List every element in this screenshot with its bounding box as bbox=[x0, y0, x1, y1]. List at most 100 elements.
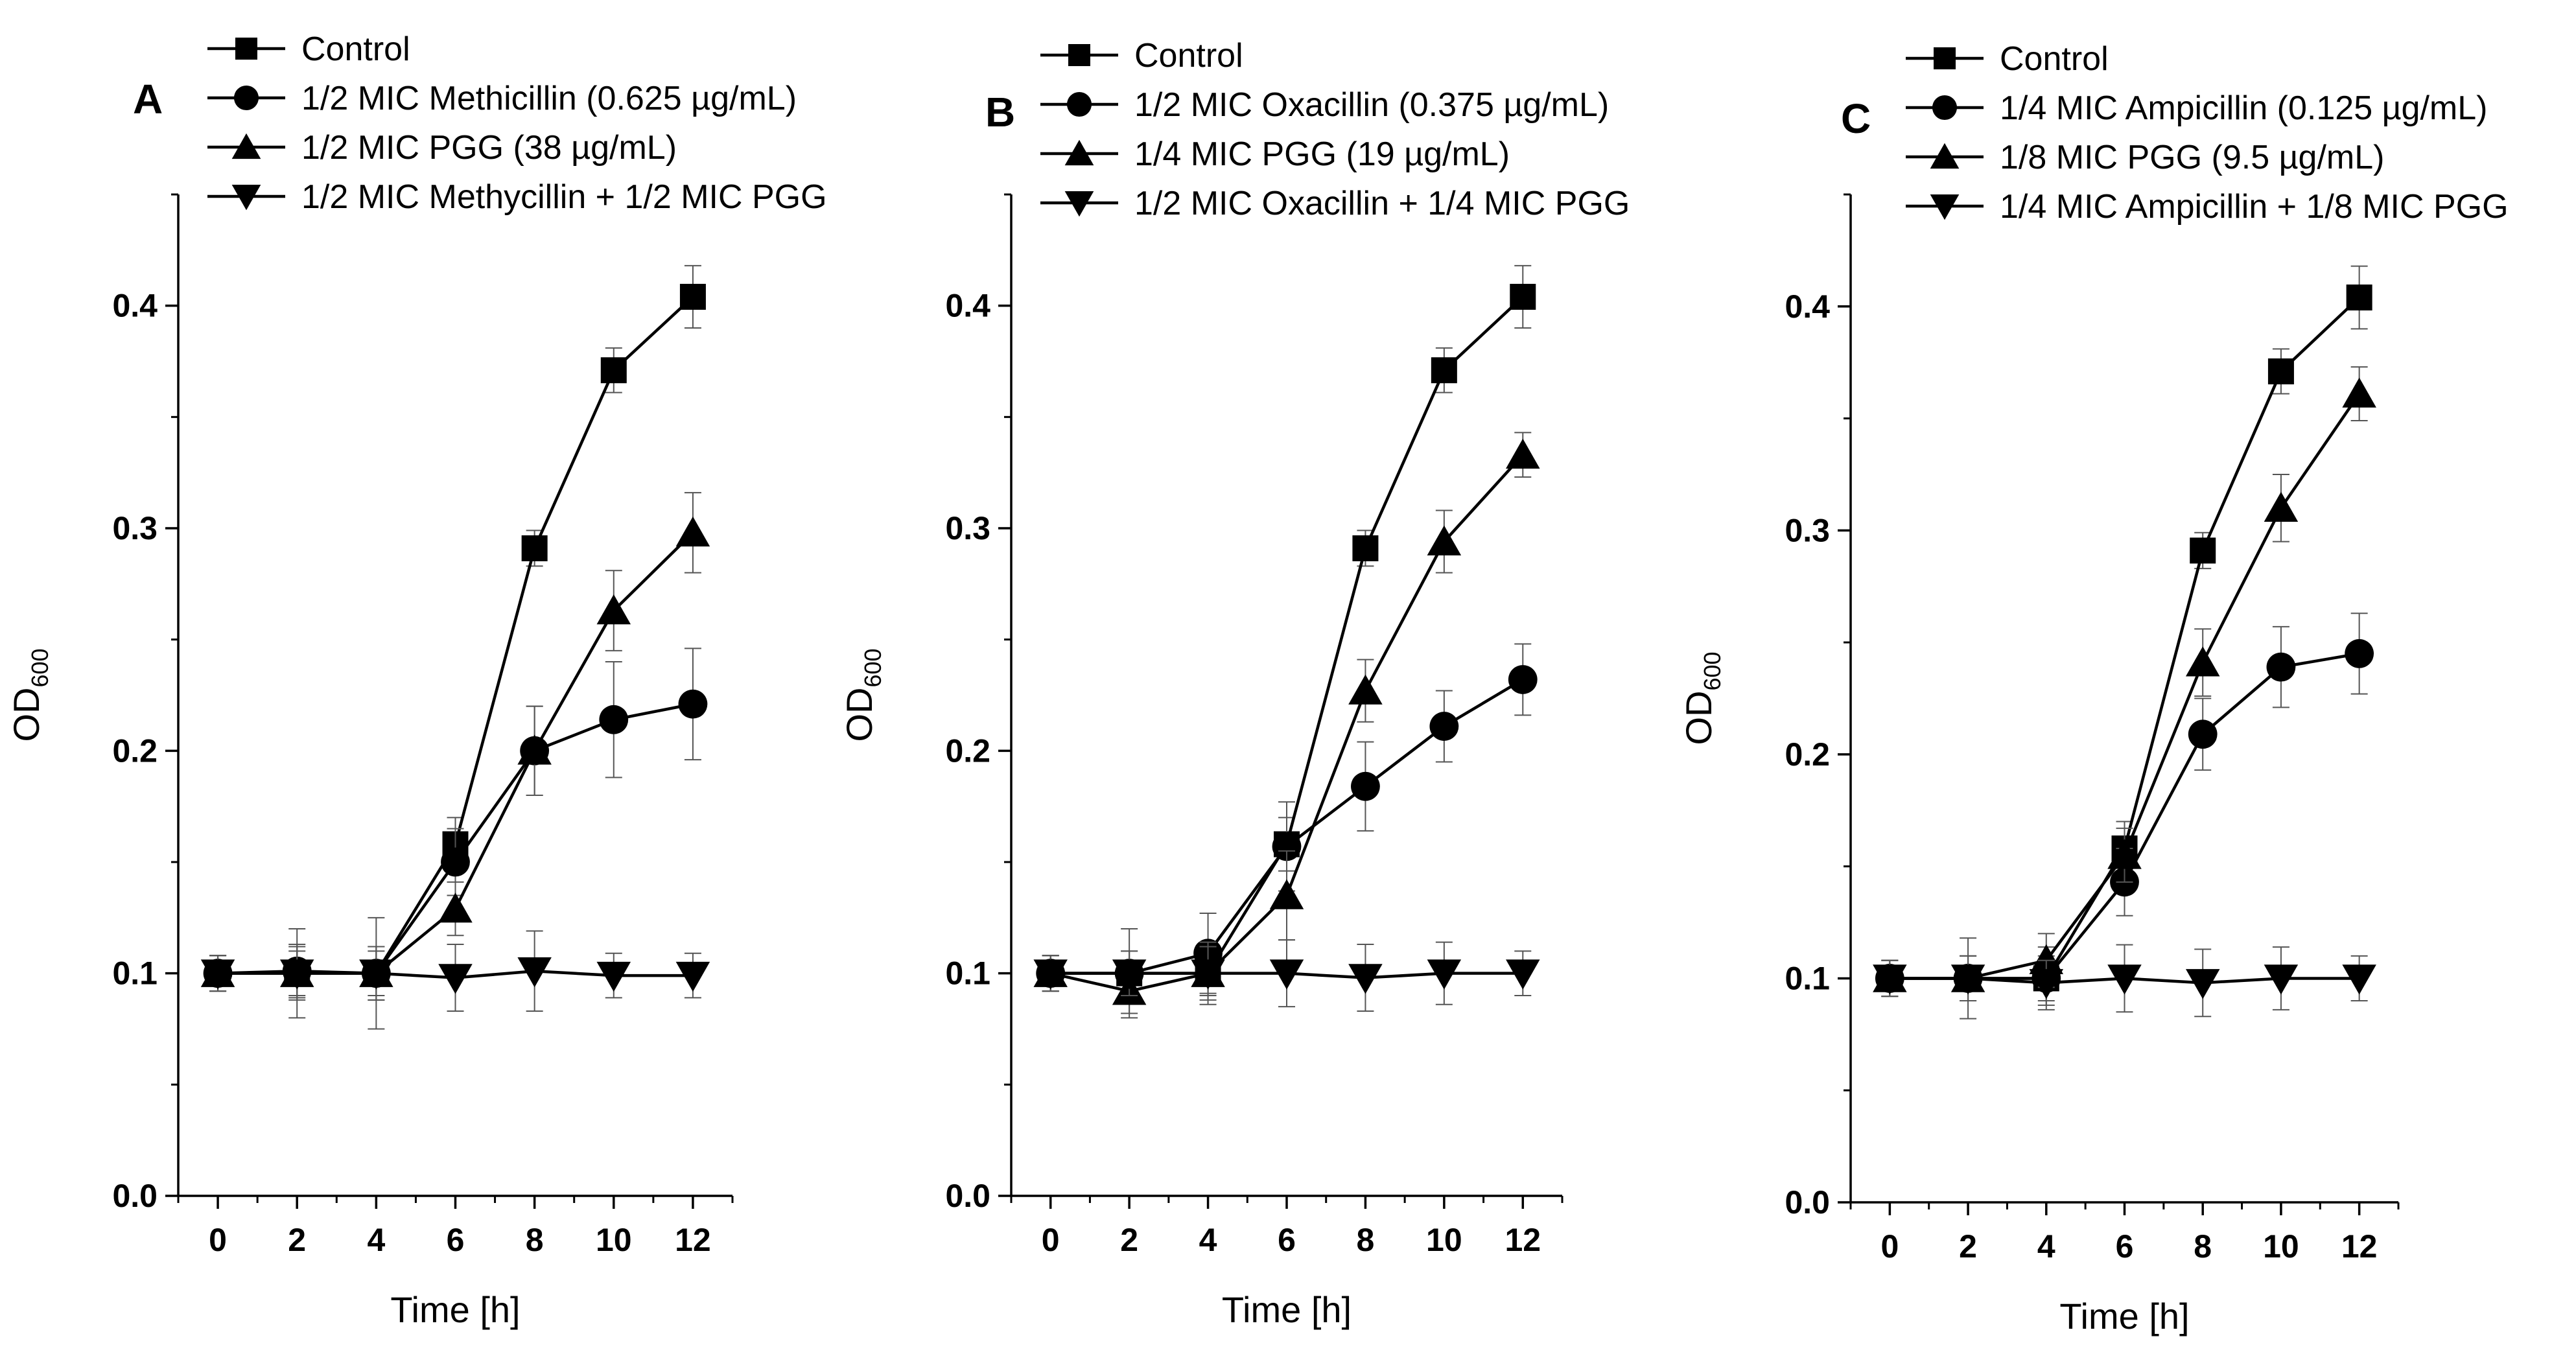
series-triangle-up bbox=[200, 492, 710, 1001]
legend-item: 1/4 MIC Ampicillin (0.125 µg/mL) bbox=[1906, 89, 2487, 127]
x-tick-label: 10 bbox=[596, 1222, 632, 1258]
data-point bbox=[521, 535, 548, 561]
series-triangle-down bbox=[1873, 944, 2376, 1018]
data-point bbox=[2342, 964, 2376, 995]
data-point bbox=[1351, 771, 1380, 801]
legend-label: Control bbox=[301, 30, 410, 68]
x-tick-label: 0 bbox=[1880, 1228, 1899, 1265]
x-tick-label: 4 bbox=[1199, 1222, 1217, 1258]
legend-marker bbox=[1932, 95, 1958, 121]
data-point bbox=[359, 959, 393, 990]
legend-item: 1/2 MIC Methicillin (0.625 µg/mL) bbox=[207, 80, 797, 117]
panel-letter: C bbox=[1841, 95, 1871, 142]
legend-label: 1/2 MIC PGG (38 µg/mL) bbox=[301, 129, 677, 167]
data-point bbox=[441, 847, 470, 877]
y-axis-title: OD600 bbox=[6, 648, 53, 741]
y-axis-title-main: OD bbox=[839, 688, 880, 742]
legend-marker bbox=[1930, 194, 1960, 220]
legend-item: 1/2 MIC Oxacillin + 1/4 MIC PGG bbox=[1040, 185, 1630, 222]
legend-item: Control bbox=[1906, 40, 2109, 78]
panel-letter: A bbox=[133, 76, 163, 123]
data-point bbox=[1269, 959, 1304, 990]
x-tick-label: 12 bbox=[675, 1222, 711, 1258]
data-point bbox=[1033, 959, 1068, 990]
data-point bbox=[675, 516, 710, 547]
data-point bbox=[2107, 839, 2142, 869]
data-point bbox=[2188, 719, 2218, 749]
data-point bbox=[1427, 525, 1462, 555]
data-point bbox=[1508, 665, 1538, 694]
legend: Control 1/4 MIC Ampicillin (0.125 µg/mL) 1… bbox=[1906, 40, 2509, 226]
y-axis-title-main: OD bbox=[1678, 691, 1719, 745]
data-point bbox=[2342, 377, 2376, 408]
legend-marker bbox=[1064, 139, 1094, 166]
y-axis-title-sub: 600 bbox=[860, 648, 886, 687]
data-point bbox=[596, 961, 631, 992]
data-point bbox=[679, 283, 706, 310]
data-point bbox=[1506, 959, 1540, 990]
series-triangle-down bbox=[200, 916, 710, 1030]
y-tick-label: 0.1 bbox=[945, 955, 990, 992]
legend-label: Control bbox=[1134, 37, 1243, 75]
data-point bbox=[1112, 959, 1147, 990]
data-point bbox=[438, 893, 473, 923]
x-tick-label: 10 bbox=[1426, 1222, 1462, 1258]
legend-item: 1/4 MIC PGG (19 µg/mL) bbox=[1040, 135, 1510, 173]
data-point bbox=[1506, 438, 1540, 469]
data-point bbox=[1191, 959, 1225, 990]
legend-item: Control bbox=[207, 30, 410, 68]
series-line bbox=[1890, 652, 2360, 980]
y-tick-label: 0.2 bbox=[1785, 736, 1830, 773]
x-axis-title: Time [h] bbox=[1222, 1289, 1352, 1330]
x-tick-label: 6 bbox=[1278, 1222, 1296, 1258]
legend-item: 1/2 MIC Methycillin + 1/2 MIC PGG bbox=[207, 178, 827, 216]
data-point bbox=[675, 961, 710, 992]
data-point bbox=[279, 959, 314, 990]
legend-marker bbox=[1068, 44, 1090, 66]
series-triangle-up bbox=[1033, 432, 1540, 1014]
data-point bbox=[2029, 944, 2064, 975]
legend-marker bbox=[1934, 47, 1956, 69]
legend-item: 1/2 MIC PGG (38 µg/mL) bbox=[207, 129, 677, 167]
legend-marker bbox=[1066, 91, 1092, 117]
data-point bbox=[517, 734, 552, 765]
x-tick-label: 10 bbox=[2263, 1228, 2299, 1265]
legend-label: 1/4 MIC Ampicillin + 1/8 MIC PGG bbox=[2000, 188, 2509, 226]
y-tick-label: 0.3 bbox=[1785, 512, 1830, 548]
data-point bbox=[596, 594, 631, 625]
legend-label: 1/2 MIC Oxacillin (0.375 µg/mL) bbox=[1134, 86, 1609, 124]
y-tick-label: 0.1 bbox=[112, 955, 158, 992]
legend-marker bbox=[233, 85, 259, 111]
series-triangle-down bbox=[1033, 939, 1540, 1012]
legend-marker bbox=[231, 184, 261, 211]
x-tick-label: 0 bbox=[209, 1222, 227, 1258]
data-point bbox=[599, 705, 629, 734]
y-tick-label: 0.3 bbox=[945, 510, 990, 546]
x-tick-label: 12 bbox=[2341, 1228, 2378, 1265]
panel-letter: B bbox=[985, 89, 1015, 135]
data-point bbox=[1510, 283, 1536, 310]
y-tick-label: 0.3 bbox=[112, 510, 158, 546]
series-triangle-up bbox=[1873, 366, 2376, 1001]
data-point bbox=[1348, 674, 1383, 705]
y-tick-label: 0.1 bbox=[1785, 960, 1830, 996]
data-point bbox=[1352, 535, 1379, 561]
data-point bbox=[1950, 964, 1985, 995]
x-tick-label: 2 bbox=[1120, 1222, 1138, 1258]
x-tick-label: 2 bbox=[1959, 1228, 1977, 1265]
data-point bbox=[2345, 638, 2374, 668]
data-point bbox=[438, 964, 473, 994]
data-point bbox=[1427, 959, 1462, 990]
y-tick-label: 0.4 bbox=[945, 288, 990, 324]
legend-item: 1/2 MIC Oxacillin (0.375 µg/mL) bbox=[1040, 86, 1609, 124]
legend-item: 1/8 MIC PGG (9.5 µg/mL) bbox=[1906, 139, 2384, 176]
data-point bbox=[1269, 879, 1304, 909]
data-point bbox=[1429, 712, 1459, 741]
data-point bbox=[1272, 832, 1302, 861]
legend-marker bbox=[231, 133, 261, 159]
legend: Control 1/2 MIC Oxacillin (0.375 µg/mL) 1/… bbox=[1040, 37, 1630, 222]
legend-label: 1/2 MIC Methicillin (0.625 µg/mL) bbox=[301, 80, 797, 117]
data-point bbox=[2264, 491, 2299, 522]
legend-marker bbox=[1930, 143, 1960, 169]
